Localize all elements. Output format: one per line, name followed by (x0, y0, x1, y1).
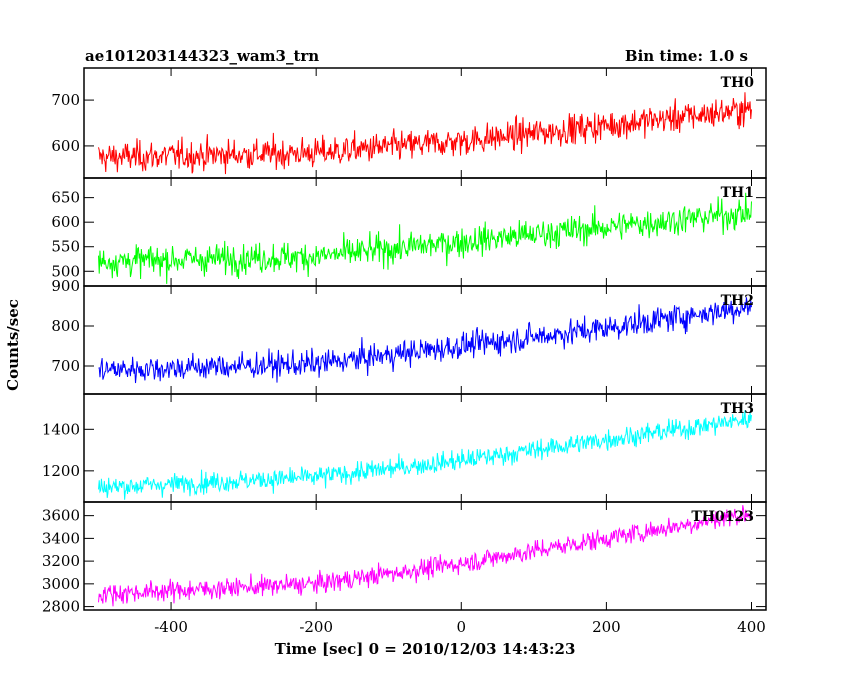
y-axis-label: Counts/sec (4, 299, 22, 391)
series-th0 (98, 92, 752, 175)
panel-label-th1: TH1 (721, 185, 754, 201)
ytick-label: 650 (51, 189, 80, 207)
panel-frame (83, 501, 767, 611)
ytick-label: 700 (51, 91, 80, 109)
panel-label-th2: TH2 (721, 293, 754, 309)
xtick-label: -200 (299, 618, 333, 636)
series-th2 (98, 297, 752, 384)
ytick-label: 1200 (42, 462, 80, 480)
ytick-label: 600 (51, 137, 80, 155)
panel-th0: 600 700 TH0 (51, 67, 767, 179)
series-th1 (98, 192, 752, 284)
ytick-label: 1400 (42, 420, 80, 438)
ytick-label: 3400 (42, 529, 80, 547)
panel-label-th0123: TH0123 (691, 509, 754, 525)
ytick-label: 600 (51, 213, 80, 231)
x-axis-label: Time [sec] 0 = 2010/12/03 14:43:23 (275, 640, 576, 658)
panel-th2: 700 800 900 TH2 (51, 277, 767, 395)
bin-time-label: Bin time: 1.0 s (625, 47, 748, 65)
ytick-label: 3200 (42, 552, 80, 570)
panel-th3: 1200 1400 TH3 (42, 393, 767, 503)
ytick-label: 2800 (42, 598, 80, 616)
x-axis-ticks: -400 -200 0 200 400 (154, 618, 766, 636)
ytick-label: 550 (51, 238, 80, 256)
xtick-label: 0 (457, 618, 467, 636)
panel-th1: 500 550 600 650 TH1 (51, 177, 767, 287)
ytick-label: 800 (51, 317, 80, 335)
ytick-label: 500 (51, 262, 80, 280)
series-th0123 (98, 505, 752, 607)
panel-frame (83, 177, 767, 287)
series-th3 (98, 410, 752, 500)
xtick-label: 200 (592, 618, 621, 636)
panel-label-th0: TH0 (721, 75, 755, 91)
chart-title: ae101203144323_wam3_trn (85, 47, 319, 65)
panel-frame (83, 393, 767, 503)
panel-label-th3: TH3 (721, 401, 754, 417)
xtick-label: -400 (154, 618, 188, 636)
ytick-label: 3000 (42, 575, 80, 593)
ytick-label: 3600 (42, 507, 80, 525)
ytick-label: 900 (51, 277, 80, 295)
panels: 600 700 TH0 500 550 600 650 TH1 700 800 900 TH2 1200… (42, 67, 767, 636)
panel-frame (83, 285, 767, 395)
panel-th0123: 2800 3000 3200 3400 3600 TH0123 (42, 501, 767, 616)
ytick-label: 700 (51, 357, 80, 375)
xtick-label: 400 (737, 618, 766, 636)
